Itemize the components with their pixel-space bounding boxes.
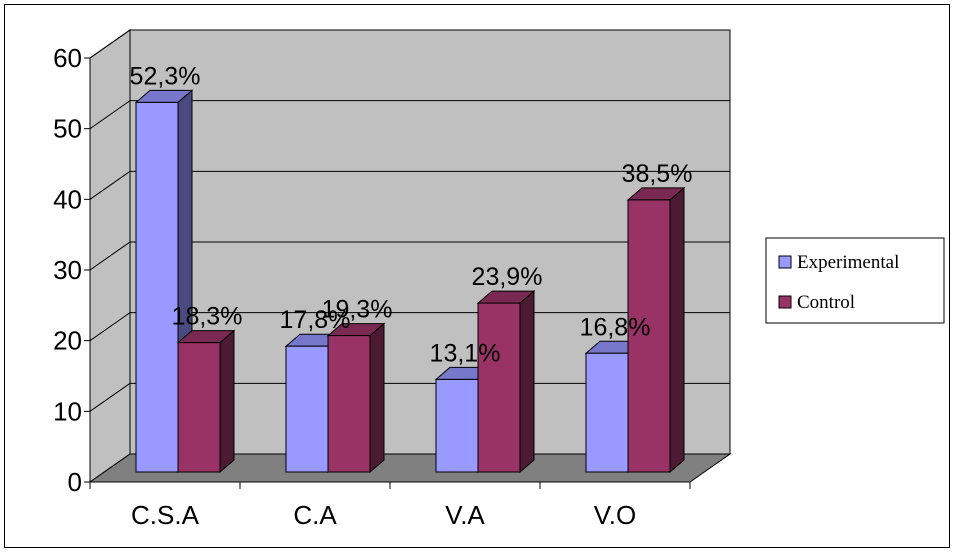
y-tick-label: 10 — [53, 396, 82, 426]
bar-front — [477, 302, 521, 473]
bar — [326, 322, 386, 474]
bar-side — [669, 186, 685, 474]
data-label: 19,3% — [322, 296, 393, 324]
bars — [134, 89, 686, 474]
data-label: 38,5% — [622, 160, 693, 188]
x-tick-label: V.O — [594, 500, 636, 530]
bar — [176, 329, 236, 474]
bar-front — [327, 335, 371, 473]
bar-front — [285, 345, 329, 473]
bar-front — [177, 342, 221, 473]
bar-side — [369, 322, 385, 474]
bar — [626, 186, 686, 474]
x-tick-label: C.S.A — [131, 500, 200, 530]
data-label: 18,3% — [172, 303, 243, 331]
data-label: 23,9% — [472, 263, 543, 291]
gridline-side — [89, 100, 131, 130]
legend-swatch-experimental — [778, 255, 792, 269]
bar-front — [627, 199, 671, 473]
data-label: 17,8% — [280, 306, 351, 334]
data-label: 16,8% — [580, 313, 651, 341]
gridline-side — [89, 241, 131, 271]
bar — [476, 290, 536, 474]
y-tick-label: 0 — [68, 467, 82, 497]
data-label: 52,3% — [130, 62, 201, 90]
x-tick-label: V.A — [445, 500, 485, 530]
x-tick-label: C.A — [293, 500, 337, 530]
legend-swatch-control — [778, 295, 792, 309]
legend-label-control: Control — [797, 292, 855, 313]
bar-front — [135, 101, 179, 473]
gridline-side — [89, 29, 131, 59]
y-tick-label: 30 — [53, 255, 82, 285]
y-tick-label: 40 — [53, 184, 82, 214]
bar-front — [585, 352, 629, 473]
y-tick-label: 50 — [53, 114, 82, 144]
data-labels: 52,3% 18,3% 17,8%19,3% 13,1% 23,9% 16,8% 38,5% — [130, 62, 693, 367]
gridline-side — [89, 312, 131, 342]
legend: Experimental Control — [765, 237, 945, 324]
gridline-side — [89, 170, 131, 200]
bar-front — [435, 378, 479, 473]
legend-label-experimental: Experimental — [797, 252, 899, 273]
legend-box — [765, 237, 945, 324]
data-label: 13,1% — [430, 339, 501, 367]
bar-side — [519, 290, 535, 474]
chart-frame — [4, 4, 950, 548]
axes: 0 10 20 30 40 50 60 C.S.A C.A V.A V.O — [53, 43, 691, 530]
bar-side — [219, 329, 235, 474]
gridline-side — [89, 382, 131, 412]
y-tick-label: 20 — [53, 326, 82, 356]
y-tick-label: 60 — [53, 43, 82, 73]
